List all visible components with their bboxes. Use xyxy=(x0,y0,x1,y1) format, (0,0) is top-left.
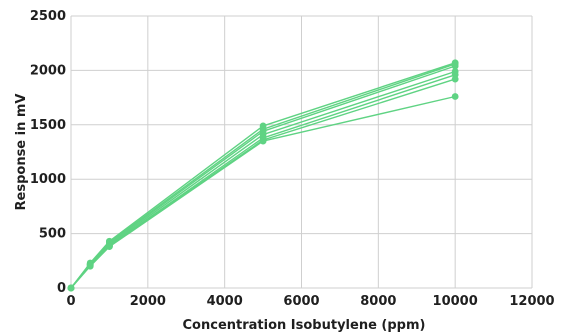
data-point xyxy=(451,62,459,70)
data-point xyxy=(86,262,94,270)
y-tick-label: 1000 xyxy=(30,172,66,187)
x-tick-label: 2000 xyxy=(130,294,166,309)
tick-labels: 0 2000 4000 6000 8000 10000 12000 0 500 1000 1500 2… xyxy=(30,9,555,309)
x-tick-label: 6000 xyxy=(283,294,319,309)
y-tick-label: 2000 xyxy=(30,63,66,78)
x-tick-label: 0 xyxy=(66,294,75,309)
y-tick-label: 1500 xyxy=(30,118,66,133)
y-tick-label: 2500 xyxy=(30,9,66,24)
series-line-3 xyxy=(70,65,456,289)
points-group xyxy=(67,59,459,292)
x-tick-label: 8000 xyxy=(360,294,396,309)
x-tick-label: 4000 xyxy=(207,294,243,309)
y-tick-label: 0 xyxy=(57,281,66,296)
data-point xyxy=(451,93,459,100)
series-group xyxy=(70,62,456,289)
x-tick-label: 10000 xyxy=(433,294,478,309)
series-line-1 xyxy=(70,62,456,289)
series-line-5 xyxy=(70,74,456,289)
grid xyxy=(71,15,533,288)
data-point xyxy=(259,137,267,145)
data-point xyxy=(451,75,459,83)
data-point xyxy=(106,243,113,251)
x-axis-title: Concentration Isobutylene (ppm) xyxy=(183,318,426,333)
y-tick-label: 500 xyxy=(39,227,66,242)
y-axis-title: Response in mV xyxy=(14,94,29,211)
data-point xyxy=(67,284,75,292)
series-line-4 xyxy=(70,70,456,289)
x-tick-label: 12000 xyxy=(509,294,554,309)
axes xyxy=(70,16,532,289)
